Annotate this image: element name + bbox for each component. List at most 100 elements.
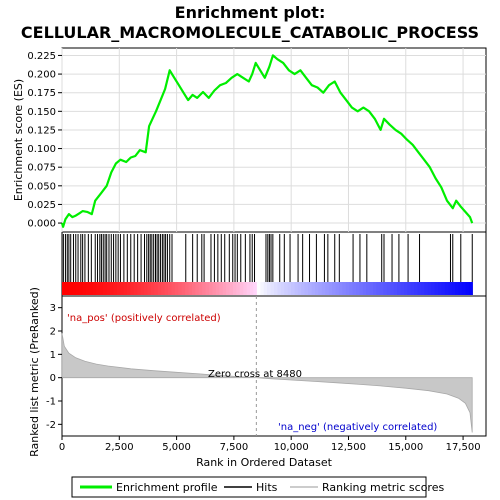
- colorbar-segment: [438, 282, 443, 295]
- colorbar-segment: [92, 282, 97, 295]
- colorbar-segment: [455, 282, 460, 295]
- x-axis: 0 2,500 5,000 7,500 10,000 12,500 15,000 17,500: [59, 436, 481, 453]
- colorbar-segment: [414, 282, 419, 295]
- colorbar-segment: [85, 282, 90, 295]
- ranking-metric-area: [61, 333, 473, 433]
- colorbar-segment: [314, 282, 320, 295]
- pos-label: 'na_pos' (positively correlated): [67, 313, 221, 324]
- colorbar-segment: [250, 282, 255, 295]
- es-line-group: [60, 54, 474, 228]
- colorbar-segment: [236, 282, 241, 295]
- colorbar-segment: [191, 282, 196, 295]
- colorbar-segment: [256, 282, 261, 295]
- colorbar-segment: [123, 282, 128, 295]
- legend-hits-label: Hits: [256, 481, 278, 494]
- colorbar-segment: [239, 282, 244, 295]
- colorbar-segment: [178, 282, 183, 295]
- colorbar-segment: [62, 282, 67, 295]
- x-tick-label: 5,000: [162, 442, 191, 453]
- colorbar-segment: [157, 282, 162, 295]
- colorbar-segment: [82, 282, 87, 295]
- colorbar-segment: [147, 282, 152, 295]
- colorbar-segment: [352, 282, 357, 295]
- colorbar-segment: [232, 282, 237, 295]
- colorbar-segment: [321, 282, 326, 295]
- colorbar-segment: [284, 282, 289, 295]
- es-y-tick-label: 0.025: [27, 200, 56, 211]
- colorbar-segment: [431, 282, 436, 295]
- legend-enrichment-label: Enrichment profile: [116, 481, 218, 494]
- colorbar-segment: [154, 282, 159, 295]
- colorbar-segment: [297, 282, 302, 295]
- colorbar-segment: [427, 282, 432, 295]
- metric-y-label: Ranked list metric (PreRanked): [28, 287, 41, 457]
- colorbar-segment: [113, 282, 118, 295]
- colorbar-segment: [270, 282, 275, 295]
- colorbar-segment: [164, 282, 169, 295]
- colorbar-segment: [448, 282, 453, 295]
- colorbar-segment: [383, 282, 388, 295]
- colorbar-segment: [109, 282, 114, 295]
- es-y-tick-label: 0.225: [27, 51, 56, 62]
- colorbar-segment: [96, 282, 101, 295]
- metric-y-tick-label: -1: [46, 397, 56, 408]
- es-y-label: Enrichment score (ES): [12, 79, 25, 201]
- colorbar-segment: [294, 282, 299, 295]
- colorbar-segment: [133, 282, 138, 295]
- chart-title-line2: CELLULAR_MACROMOLECULE_CATABOLIC_PROCESS: [21, 23, 479, 42]
- enrichment-profile-line: [60, 54, 474, 228]
- colorbar-segment: [359, 282, 364, 295]
- colorbar-segment: [137, 282, 142, 295]
- colorbar-segment: [260, 282, 265, 295]
- colorbar-segment: [226, 282, 231, 295]
- colorbar-segment: [369, 282, 374, 295]
- colorbar-segment: [349, 282, 354, 295]
- colorbar-segment: [444, 282, 449, 295]
- es-gridlines: [61, 48, 486, 232]
- colorbar-segment: [195, 282, 200, 295]
- colorbar-segment: [397, 282, 402, 295]
- colorbar-segment: [130, 282, 135, 295]
- colorbar-segment: [246, 282, 251, 295]
- colorbar-segment: [318, 282, 323, 295]
- colorbar-segment: [342, 282, 347, 295]
- colorbar-segment: [181, 282, 186, 295]
- chart-title-line1: Enrichment plot:: [175, 3, 326, 22]
- colorbar-segment: [267, 282, 272, 295]
- colorbar-segment: [167, 282, 172, 295]
- colorbar-segment: [424, 282, 429, 295]
- colorbar-segment: [229, 282, 234, 295]
- legend-metric-label: Ranking metric scores: [322, 481, 444, 494]
- colorbar-segment: [291, 282, 296, 295]
- colorbar-segment: [161, 282, 166, 295]
- colorbar-segment: [332, 282, 337, 295]
- es-y-tick-label: 0.050: [27, 181, 56, 192]
- colorbar-segment: [103, 282, 108, 295]
- neg-label: 'na_neg' (negatively correlated): [278, 422, 437, 433]
- colorbar-segment: [410, 282, 415, 295]
- x-tick-label: 10,000: [274, 442, 309, 453]
- colorbar-segment: [106, 282, 111, 295]
- colorbar-segment: [144, 282, 149, 295]
- x-label: Rank in Ordered Dataset: [196, 456, 333, 469]
- colorbar-segment: [126, 282, 131, 295]
- colorbar-segment: [461, 282, 467, 295]
- colorbar-segment: [311, 282, 316, 295]
- colorbar-segment: [373, 282, 378, 295]
- colorbar-segment: [287, 282, 292, 295]
- x-tick-label: 7,500: [220, 442, 249, 453]
- x-tick-label: 15,000: [388, 442, 423, 453]
- es-y-axis: 0.000 0.025 0.050 0.075 0.100 0.125 0.150 0.175…: [27, 51, 62, 230]
- colorbar-segment: [376, 282, 381, 295]
- metric-y-tick-label: -2: [46, 420, 56, 431]
- colorbar-segment: [99, 282, 104, 295]
- colorbar-segment: [308, 282, 313, 295]
- legend: Enrichment profile Hits Ranking metric s…: [71, 476, 444, 498]
- colorbar-segment: [400, 282, 405, 295]
- colorbar-segment: [386, 282, 391, 295]
- zero-cross-label: Zero cross at 8480: [208, 369, 302, 380]
- x-tick-label: 2,500: [105, 442, 134, 453]
- colorbar-segment: [366, 282, 371, 295]
- metric-y-tick-label: 0: [50, 373, 56, 384]
